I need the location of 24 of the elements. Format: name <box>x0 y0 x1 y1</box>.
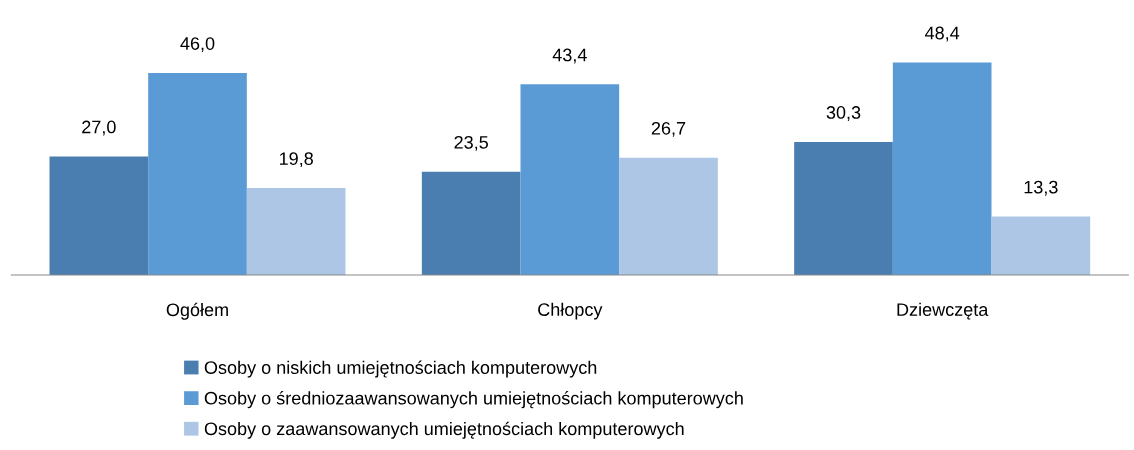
data-label: 26,7 <box>651 121 686 137</box>
bar <box>892 62 992 275</box>
bar <box>520 84 620 275</box>
data-label: 30,3 <box>826 106 861 121</box>
bar <box>421 171 521 275</box>
data-label: 43,4 <box>552 48 587 64</box>
legend-label: Osoby o średniozaawansowanych umiejętnościach komputerowych <box>204 391 743 409</box>
data-label: 48,4 <box>925 26 960 42</box>
data-label: 46,0 <box>180 37 215 53</box>
legend-label: Osoby o niskich umiejętnościach komputerowych <box>204 360 597 378</box>
x-tick-label: Ogółem <box>166 302 228 320</box>
bar <box>148 72 247 275</box>
x-tick-label: Chłopcy <box>538 302 603 320</box>
x-tick-label: Dziewczęta <box>897 302 989 320</box>
legend-label: Osoby o zaawansowanych umiejętnościach komputerowych <box>204 421 684 439</box>
bar <box>246 188 346 275</box>
data-label: 27,0 <box>82 120 116 136</box>
bar <box>619 157 718 275</box>
data-label: 19,8 <box>279 152 313 168</box>
bar <box>49 156 149 275</box>
data-label: 13,3 <box>1024 180 1058 196</box>
data-label: 23,5 <box>454 135 488 151</box>
bar <box>991 216 1091 275</box>
bar <box>794 141 893 275</box>
